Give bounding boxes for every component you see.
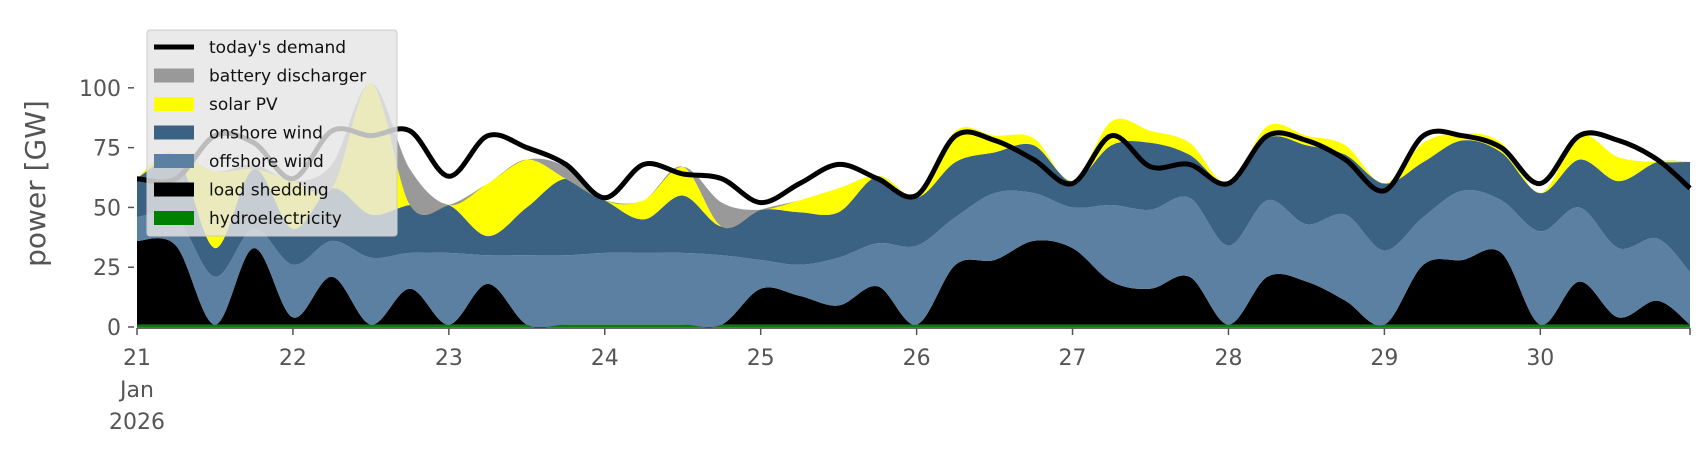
area-onshore-wind	[137, 136, 1690, 277]
y-tick-label: 75	[93, 137, 121, 162]
axes: 0 25 50 75 100 21 Jan 2026 22 23 24 25 26 27 28 29 30	[79, 77, 1691, 435]
legend-swatch-battery-discharger	[154, 68, 194, 83]
area-solar-pv	[137, 83, 1690, 249]
x-tick-label: 28	[1214, 346, 1242, 371]
x-tick-label: 21	[123, 346, 151, 371]
x-tick-label: 23	[435, 346, 463, 371]
legend-swatch-hydroelectricity	[154, 211, 194, 225]
area-offshore-wind	[137, 189, 1690, 328]
x-tick-label: Jan	[118, 378, 154, 403]
legend-swatch-offshore-wind	[154, 154, 194, 168]
x-tick-label: 26	[903, 346, 931, 371]
legend-box	[146, 29, 398, 237]
legend-label-battery-discharger: battery discharger	[209, 67, 366, 87]
legend: today's demand battery discharger solar PV…	[146, 29, 398, 237]
legend-swatch-load-shedding	[154, 182, 194, 197]
legend-label-solar-pv: solar PV	[209, 95, 278, 115]
y-axis-label: power [GW]	[19, 100, 52, 267]
legend-label-onshore-wind: onshore wind	[209, 124, 323, 144]
x-tick-label: 30	[1526, 346, 1554, 371]
legend-swatch-solar-pv	[154, 97, 194, 111]
demand-layer	[136, 126, 1692, 206]
x-tick-label: 24	[591, 346, 619, 371]
y-tick-label: 0	[107, 316, 121, 341]
legend-label-offshore-wind: offshore wind	[209, 152, 324, 172]
y-tick-label: 50	[93, 196, 121, 221]
area-load-shedding	[137, 238, 1690, 328]
y-tick-label: 100	[79, 77, 121, 102]
area-hydroelectricity	[137, 324, 1690, 327]
legend-label-today-s-demand: today's demand	[209, 38, 346, 58]
legend-swatch-onshore-wind	[154, 125, 194, 140]
x-tick-label: 2026	[109, 410, 165, 435]
x-tick-label: 29	[1370, 346, 1398, 371]
x-tick-label: 22	[279, 346, 307, 371]
legend-label-hydroelectricity: hydroelectricity	[209, 209, 342, 229]
demand-line	[136, 126, 1692, 206]
x-tick-label: 27	[1059, 346, 1087, 371]
stacked-areas	[137, 83, 1690, 328]
y-tick-label: 25	[93, 256, 121, 281]
x-tick-label: 25	[747, 346, 775, 371]
legend-label-load-shedding: load shedding	[209, 181, 329, 201]
